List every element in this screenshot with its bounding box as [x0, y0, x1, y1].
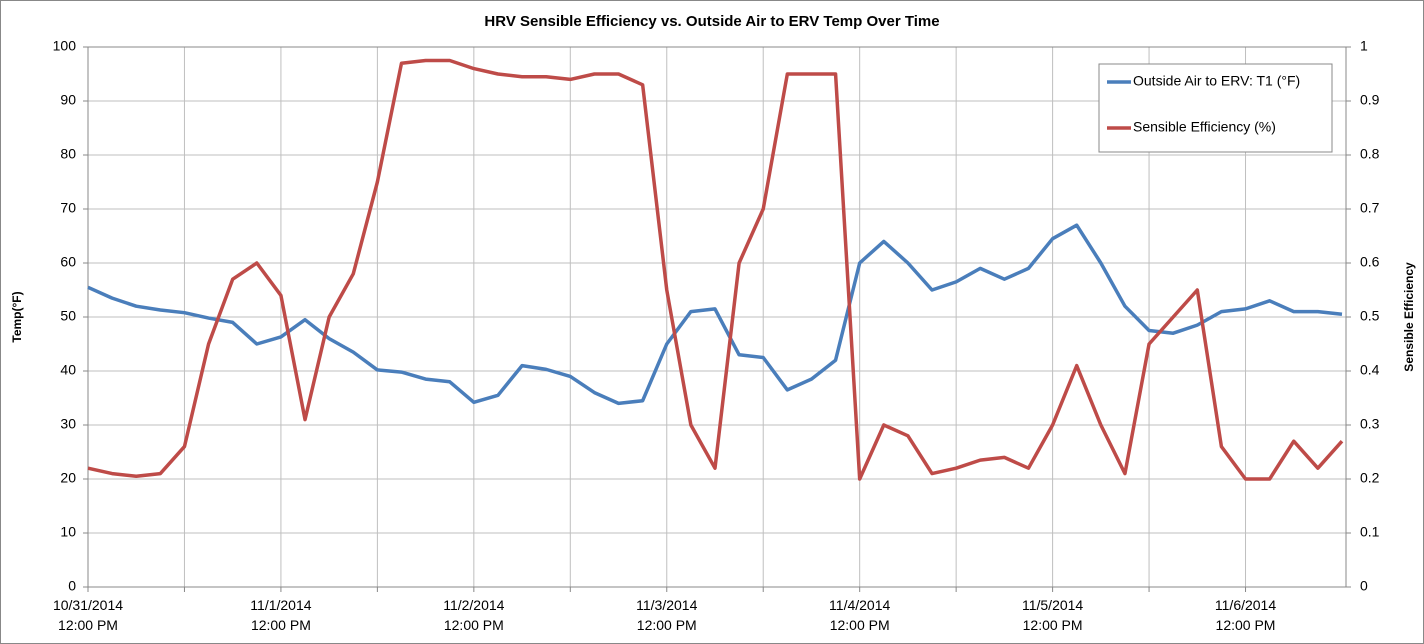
legend-box	[1098, 63, 1333, 153]
chart-title: HRV Sensible Efficiency vs. Outside Air …	[484, 13, 939, 30]
x-tick-label-line: 11/2/2014	[443, 597, 504, 613]
y2-axis-label: Sensible Efficiency	[1402, 262, 1416, 372]
y2-tick-label: 1	[1360, 38, 1368, 54]
y-tick-label: 50	[60, 308, 76, 324]
y2-tick-label: 0.1	[1360, 524, 1380, 540]
x-tick-label: 11/4/2014 12:00 PM	[829, 597, 890, 633]
x-tick-label-line: 12:00 PM	[830, 617, 890, 633]
y-tick-label: 70	[60, 200, 76, 216]
x-tick-label-line: 12:00 PM	[637, 617, 697, 633]
y-tick-label: 60	[60, 254, 76, 270]
y-axis-label: Temp(°F)	[10, 291, 24, 342]
x-tick-label-line: 11/1/2014	[250, 597, 311, 613]
series-line	[87, 223, 1343, 406]
y-tick-label: 20	[60, 470, 76, 486]
x-tick-label: 11/3/2014 12:00 PM	[636, 597, 697, 633]
y2-tick-label: 0.3	[1360, 416, 1380, 432]
x-tick-label-line: 12:00 PM	[444, 617, 504, 633]
y-tick-label: 30	[60, 416, 76, 432]
x-tick-label-line: 12:00 PM	[1216, 617, 1276, 633]
plot-area	[87, 46, 1347, 588]
y-tick-label: 90	[60, 92, 76, 108]
legend-label: Sensible Efficiency (%)	[1133, 119, 1276, 135]
x-tick-label: 11/5/2014 12:00 PM	[1022, 597, 1083, 633]
x-tick-label-line: 12:00 PM	[251, 617, 311, 633]
y-tick-label: 10	[60, 524, 76, 540]
x-tick-label-line: 12:00 PM	[1023, 617, 1083, 633]
y2-tick-label: 0	[1360, 578, 1368, 594]
y-tick-label: 40	[60, 362, 76, 378]
x-tick-label: 11/1/2014 12:00 PM	[250, 597, 311, 633]
y2-tick-label: 0.6	[1360, 254, 1380, 270]
y2-tick-label: 0.7	[1360, 200, 1380, 216]
y-tick-label: 80	[60, 146, 76, 162]
x-tick-label-line: 11/4/2014	[829, 597, 890, 613]
y2-tick-label: 0.4	[1360, 362, 1380, 378]
x-tick-label: 11/6/2014 12:00 PM	[1215, 597, 1276, 633]
y2-tick-label: 0.9	[1360, 92, 1380, 108]
x-tick-label: 10/31/2014 12:00 PM	[53, 597, 123, 633]
y-tick-label: 0	[68, 578, 76, 594]
series-line	[87, 58, 1344, 481]
legend-label: Outside Air to ERV: T1 (°F)	[1133, 73, 1300, 89]
x-tick-label-line: 10/31/2014	[53, 597, 123, 613]
x-tick-label-line: 11/5/2014	[1022, 597, 1083, 613]
x-tick-label-line: 11/6/2014	[1215, 597, 1276, 613]
y2-tick-label: 0.5	[1360, 308, 1380, 324]
y2-tick-label: 0.2	[1360, 470, 1380, 486]
x-tick-label-line: 12:00 PM	[58, 617, 118, 633]
y2-tick-label: 0.8	[1360, 146, 1380, 162]
x-tick-label-line: 11/3/2014	[636, 597, 697, 613]
y-tick-label: 100	[53, 38, 77, 54]
x-tick-label: 11/2/2014 12:00 PM	[443, 597, 504, 633]
